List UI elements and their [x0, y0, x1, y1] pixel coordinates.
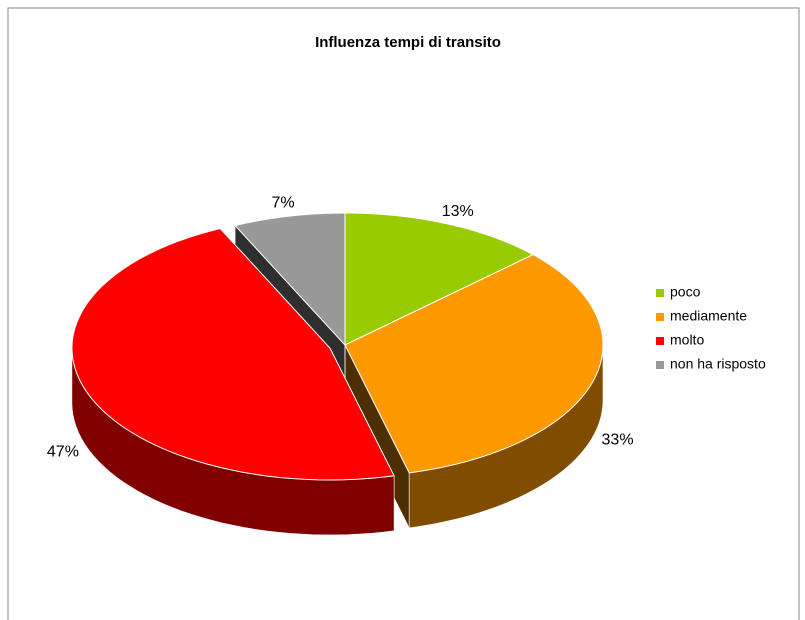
data-label: 7%	[272, 195, 295, 212]
pie-slice	[234, 212, 346, 347]
legend-swatch	[656, 313, 664, 321]
pie-slice	[344, 254, 604, 474]
data-label: 33%	[602, 432, 634, 449]
data-label: 47%	[47, 443, 79, 460]
data-label: 13%	[442, 203, 474, 220]
chart-title: Influenza tempi di transito	[315, 34, 501, 51]
legend-label: poco	[670, 284, 701, 300]
legend-swatch	[656, 361, 664, 369]
legend-label: non ha risposto	[670, 356, 766, 372]
legend-swatch	[656, 289, 664, 297]
legend-label: molto	[670, 332, 704, 348]
pie-slice	[71, 227, 395, 481]
pie-slice	[344, 212, 535, 346]
legend-swatch	[656, 337, 664, 345]
legend-label: mediamente	[670, 308, 747, 324]
